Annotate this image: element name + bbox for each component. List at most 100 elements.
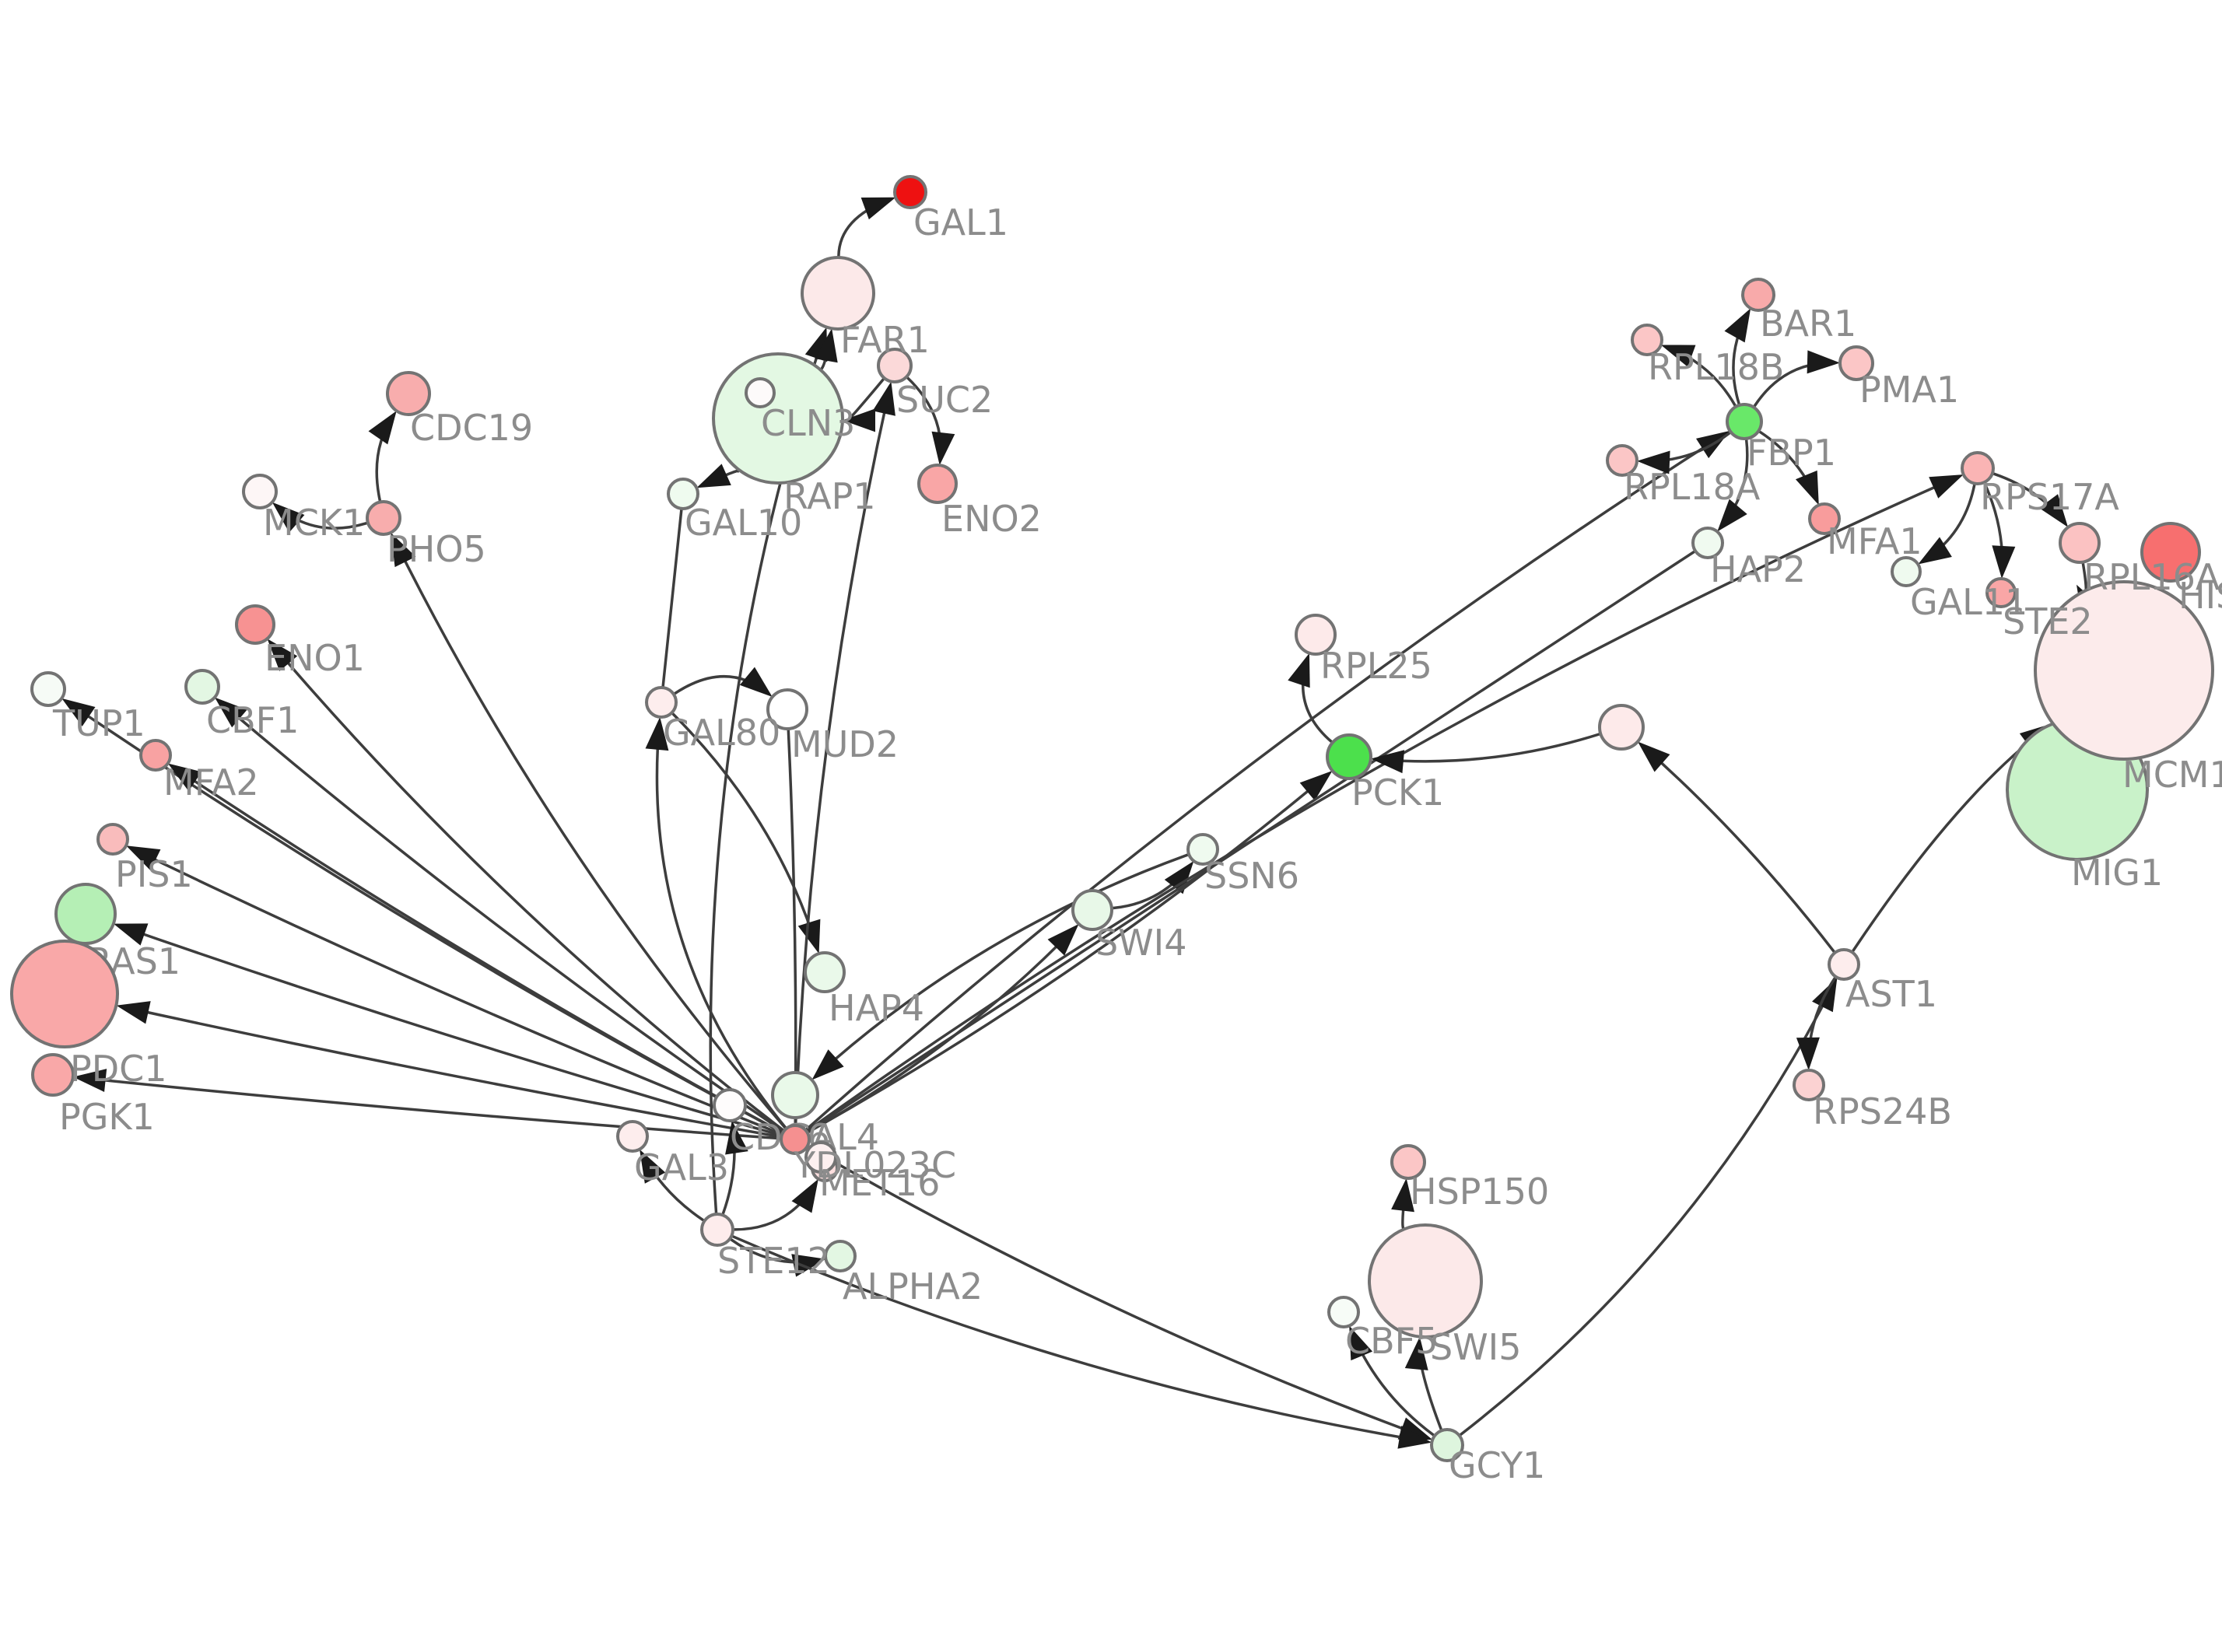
node-node2[interactable] xyxy=(1598,704,1645,751)
node-RPL25[interactable] xyxy=(1295,614,1337,656)
edge-FBP1-HAP2[interactable] xyxy=(1717,439,1749,532)
edge-FBP1-PMA1[interactable] xyxy=(1753,350,1840,408)
node-CBF1[interactable] xyxy=(184,669,220,705)
node-CLN3[interactable] xyxy=(712,352,844,485)
node-HSP150[interactable] xyxy=(1390,1144,1426,1180)
edge-hub-MUD2[interactable] xyxy=(787,729,797,1125)
node-TUP1[interactable] xyxy=(30,671,66,707)
edge-GAL80-GAL10[interactable] xyxy=(661,509,683,688)
edge-CLN3-GAL10[interactable] xyxy=(696,464,740,488)
edge-hub-GAL80[interactable] xyxy=(645,716,787,1129)
edge-SSN6-GAL4[interactable] xyxy=(811,853,1190,1080)
edge-SWI4-SSN6[interactable] xyxy=(1112,860,1194,910)
edge-FAR1-GAL1[interactable] xyxy=(837,197,896,257)
edge-RPS17A-GAL11[interactable] xyxy=(1918,483,1976,565)
node-RPS24B[interactable] xyxy=(1793,1069,1825,1101)
node-GAL80[interactable] xyxy=(645,686,678,719)
edge-PHO5-CDC19[interactable] xyxy=(368,411,397,502)
node-HAP2[interactable] xyxy=(1691,527,1724,559)
edge-hub-PDC1[interactable] xyxy=(116,1001,782,1139)
edge-GCY1-SWI5[interactable] xyxy=(1404,1336,1442,1431)
node-GCY1[interactable] xyxy=(1430,1428,1464,1462)
edge-hub-GCY1[interactable] xyxy=(807,1146,1433,1440)
edge-node2-PCK1[interactable] xyxy=(1370,733,1601,774)
edge-hub-RPS17A[interactable] xyxy=(806,474,1964,1132)
edge-STE12-GAL3[interactable] xyxy=(640,1149,705,1222)
edge-hub-CBF1[interactable] xyxy=(214,697,784,1132)
node-STE12[interactable] xyxy=(700,1213,734,1247)
edge-FBP1-BAR1[interactable] xyxy=(1724,308,1751,405)
node-CBF5[interactable] xyxy=(1327,1296,1360,1328)
node-GAL10[interactable] xyxy=(667,478,699,510)
node-SWI4[interactable] xyxy=(1071,889,1113,931)
edge-hub-PIS1[interactable] xyxy=(126,845,783,1136)
node-GAL11[interactable] xyxy=(1891,556,1922,587)
node-CDC6[interactable] xyxy=(713,1088,747,1122)
node-PIS1[interactable] xyxy=(96,823,129,856)
edge-SUC2-ENO2[interactable] xyxy=(906,376,955,466)
edge-GCY1-AST1[interactable] xyxy=(1459,977,1838,1437)
edge-STE12-ALPHA2[interactable] xyxy=(730,1238,826,1277)
edge-STE12-CDC6[interactable] xyxy=(721,1120,748,1216)
edge-RPS17A-RPL16A[interactable] xyxy=(1992,472,2069,527)
node-CDC19[interactable] xyxy=(386,371,431,416)
node-GAL4[interactable] xyxy=(771,1071,819,1119)
node-SSN6[interactable] xyxy=(1186,833,1219,866)
node-ENO1[interactable] xyxy=(235,604,275,645)
node-FAR1[interactable] xyxy=(801,256,875,331)
node-ALPHA2[interactable] xyxy=(824,1240,857,1272)
edge-PHO5-MCK1[interactable] xyxy=(272,502,368,533)
edge-AST1-node2[interactable] xyxy=(1637,741,1835,954)
node-RPL16A[interactable] xyxy=(2059,522,2101,564)
edge-STE12-GCY1[interactable] xyxy=(731,1235,1432,1449)
node-ENO2[interactable] xyxy=(917,464,958,504)
edge-CLN3-FAR1[interactable] xyxy=(815,328,838,370)
node-SUC2[interactable] xyxy=(877,348,913,383)
edge-SUC2-CLN3[interactable] xyxy=(843,377,885,432)
node-PDC1[interactable] xyxy=(10,940,119,1048)
edge-FBP1-RPL18B[interactable] xyxy=(1660,345,1737,407)
node-MCK1[interactable] xyxy=(242,474,278,509)
node-PCK1[interactable] xyxy=(1326,733,1372,780)
node-PGK1[interactable] xyxy=(31,1053,75,1097)
edge-SWI5-HSP150[interactable] xyxy=(1391,1178,1414,1230)
node-PHO5[interactable] xyxy=(366,500,401,536)
edge-FBP1-RPL18A[interactable] xyxy=(1637,431,1731,474)
edge-GAL80-HAP4[interactable] xyxy=(671,712,821,954)
edge-FBP1-MFA1[interactable] xyxy=(1758,430,1819,506)
edge-hub-RAS1[interactable] xyxy=(113,923,782,1137)
node-GAL1[interactable] xyxy=(893,175,927,209)
node-MCM1[interactable] xyxy=(2034,580,2214,761)
node-MFA2[interactable] xyxy=(139,739,172,772)
edge-RPS17A-STE2[interactable] xyxy=(1983,482,2016,579)
node-RPL18A[interactable] xyxy=(1606,444,1638,477)
node-FBP1[interactable] xyxy=(1726,403,1763,440)
node-BAR1[interactable] xyxy=(1741,278,1775,312)
node-SWI5[interactable] xyxy=(1368,1223,1483,1339)
edge-GCY1-CBF5[interactable] xyxy=(1349,1325,1435,1437)
edge-hub-SUC2[interactable] xyxy=(794,381,895,1125)
edge-PCK1-RPL25[interactable] xyxy=(1288,653,1333,744)
node-AST1[interactable] xyxy=(1828,948,1860,981)
edge-hub-MFA2[interactable] xyxy=(167,763,783,1134)
node-STE2[interactable] xyxy=(1985,577,2017,608)
edge-GAL80-MUD2[interactable] xyxy=(673,667,773,698)
node-HIS4[interactable] xyxy=(2140,522,2201,583)
edge-hub-HAP2[interactable] xyxy=(806,550,1696,1132)
node-MFA1[interactable] xyxy=(1808,502,1841,535)
node-YDL023C[interactable] xyxy=(804,1141,837,1174)
node-PMA1[interactable] xyxy=(1838,345,1874,381)
edge-AST1-RPS24B[interactable] xyxy=(1796,976,1837,1070)
edge-hub-PGK1[interactable] xyxy=(72,1069,781,1140)
edge-STE12-MET16[interactable] xyxy=(733,1178,818,1231)
edge-hub-PHO5[interactable] xyxy=(391,532,787,1129)
node-RAS1[interactable] xyxy=(54,883,117,945)
node-MUD2[interactable] xyxy=(766,688,808,730)
edge-hub-ENO1[interactable] xyxy=(267,639,784,1132)
node-HAP4[interactable] xyxy=(804,951,846,993)
node-node1[interactable] xyxy=(745,377,776,408)
edge-hub-PCK1[interactable] xyxy=(807,770,1333,1133)
edge-hub-FBP1[interactable] xyxy=(805,430,1730,1131)
node-hub[interactable] xyxy=(780,1124,811,1155)
node-RPS17A[interactable] xyxy=(1961,451,1995,485)
